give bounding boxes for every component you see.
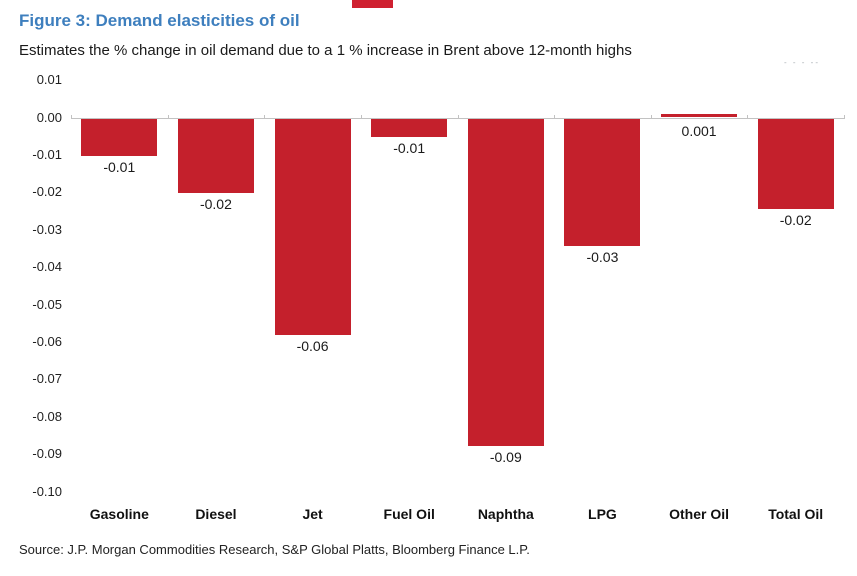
y-tick-label--0.06: -0.06 <box>32 333 62 349</box>
category-label-gasoline: Gasoline <box>89 506 149 522</box>
bar-value-label-jet: -0.06 <box>296 338 329 355</box>
axis-tick <box>264 114 266 119</box>
y-tick-label--0.08: -0.08 <box>32 408 62 424</box>
y-tick-label--0.04: -0.04 <box>32 259 62 275</box>
axis-tick <box>747 114 749 119</box>
y-tick-label-0.00: 0.00 <box>36 109 62 125</box>
y-tick-label--0.03: -0.03 <box>32 221 62 237</box>
y-tick-label--0.01: -0.01 <box>32 146 62 162</box>
axis-tick <box>554 114 556 119</box>
figure-subtitle: Estimates the % change in oil demand due… <box>19 42 632 59</box>
y-tick-label-0.01: 0.01 <box>36 72 62 88</box>
bar-value-label-diesel: -0.02 <box>199 196 232 213</box>
axis-tick <box>71 114 72 119</box>
y-tick-label--0.05: -0.05 <box>32 296 62 312</box>
bar-other-oil <box>661 113 738 118</box>
source-note: Source: J.P. Morgan Commodities Research… <box>19 542 530 557</box>
bar-value-label-lpg: -0.03 <box>586 248 619 265</box>
y-tick-label--0.02: -0.02 <box>32 184 62 200</box>
bar-value-label-total-oil: -0.02 <box>779 212 812 229</box>
top-red-artifact <box>352 0 393 8</box>
y-tick-label--0.07: -0.07 <box>32 371 62 387</box>
category-label-total-oil: Total Oil <box>768 506 824 522</box>
axis-tick <box>360 114 362 119</box>
bar-diesel <box>177 118 254 194</box>
y-tick-label--0.09: -0.09 <box>32 446 62 462</box>
category-label-lpg: LPG <box>588 506 617 522</box>
bar-value-label-other-oil: 0.001 <box>681 122 717 139</box>
bar-fuel-oil <box>371 118 448 138</box>
category-label-fuel-oil: Fuel Oil <box>383 506 435 522</box>
axis-tick <box>650 114 652 119</box>
category-label-naphtha: Naphtha <box>477 506 534 522</box>
bar-value-label-fuel-oil: -0.01 <box>393 140 426 157</box>
cropped-text-artifact: - - - -- <box>784 58 820 67</box>
y-tick-label--0.10: -0.10 <box>32 483 62 499</box>
bar-value-label-gasoline: -0.01 <box>103 158 136 175</box>
category-label-jet: Jet <box>302 506 323 522</box>
axis-tick <box>167 114 169 119</box>
bar-value-label-naphtha: -0.09 <box>489 448 522 465</box>
figure-title: Figure 3: Demand elasticities of oil <box>19 11 300 30</box>
bar-jet <box>274 118 351 336</box>
bar-total-oil <box>757 118 834 210</box>
bar-lpg <box>564 118 641 246</box>
bar-naphtha <box>467 118 544 446</box>
axis-tick <box>844 114 845 119</box>
bar-gasoline <box>81 118 158 156</box>
category-label-diesel: Diesel <box>195 506 237 522</box>
axis-tick <box>457 114 459 119</box>
category-label-other-oil: Other Oil <box>669 506 730 522</box>
